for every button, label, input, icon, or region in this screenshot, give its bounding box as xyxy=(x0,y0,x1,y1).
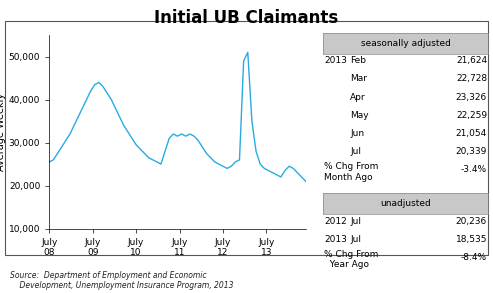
Text: -8.4%: -8.4% xyxy=(461,253,487,262)
Y-axis label: Average Weekly: Average Weekly xyxy=(0,93,6,171)
Text: Feb: Feb xyxy=(350,56,366,65)
Text: -3.4%: -3.4% xyxy=(461,165,487,174)
Text: 20,236: 20,236 xyxy=(456,217,487,226)
Text: Jun: Jun xyxy=(350,129,364,138)
Text: seasonally adjusted: seasonally adjusted xyxy=(360,39,451,48)
Text: 2013: 2013 xyxy=(324,56,347,65)
Text: Apr: Apr xyxy=(350,93,366,102)
Text: % Chg From
Month Ago: % Chg From Month Ago xyxy=(324,162,378,182)
Text: Jul: Jul xyxy=(350,217,361,226)
Text: Jul: Jul xyxy=(350,235,361,244)
Text: May: May xyxy=(350,111,369,120)
Text: 20,339: 20,339 xyxy=(456,147,487,156)
Text: Jul: Jul xyxy=(350,147,361,156)
Text: 2013: 2013 xyxy=(324,235,347,244)
Text: 21,624: 21,624 xyxy=(456,56,487,65)
Text: 21,054: 21,054 xyxy=(456,129,487,138)
Text: 18,535: 18,535 xyxy=(456,235,487,244)
Text: Initial UB Claimants: Initial UB Claimants xyxy=(154,9,339,27)
Text: unadjusted: unadjusted xyxy=(380,199,431,208)
Text: Mar: Mar xyxy=(350,74,367,84)
Text: 22,259: 22,259 xyxy=(456,111,487,120)
Text: Source:  Department of Employment and Economic
    Development, Unemployment Ins: Source: Department of Employment and Eco… xyxy=(10,271,233,290)
Text: 2012: 2012 xyxy=(324,217,347,226)
Text: % Chg From
  Year Ago: % Chg From Year Ago xyxy=(324,250,378,269)
Text: 23,326: 23,326 xyxy=(456,93,487,102)
Text: 22,728: 22,728 xyxy=(456,74,487,84)
